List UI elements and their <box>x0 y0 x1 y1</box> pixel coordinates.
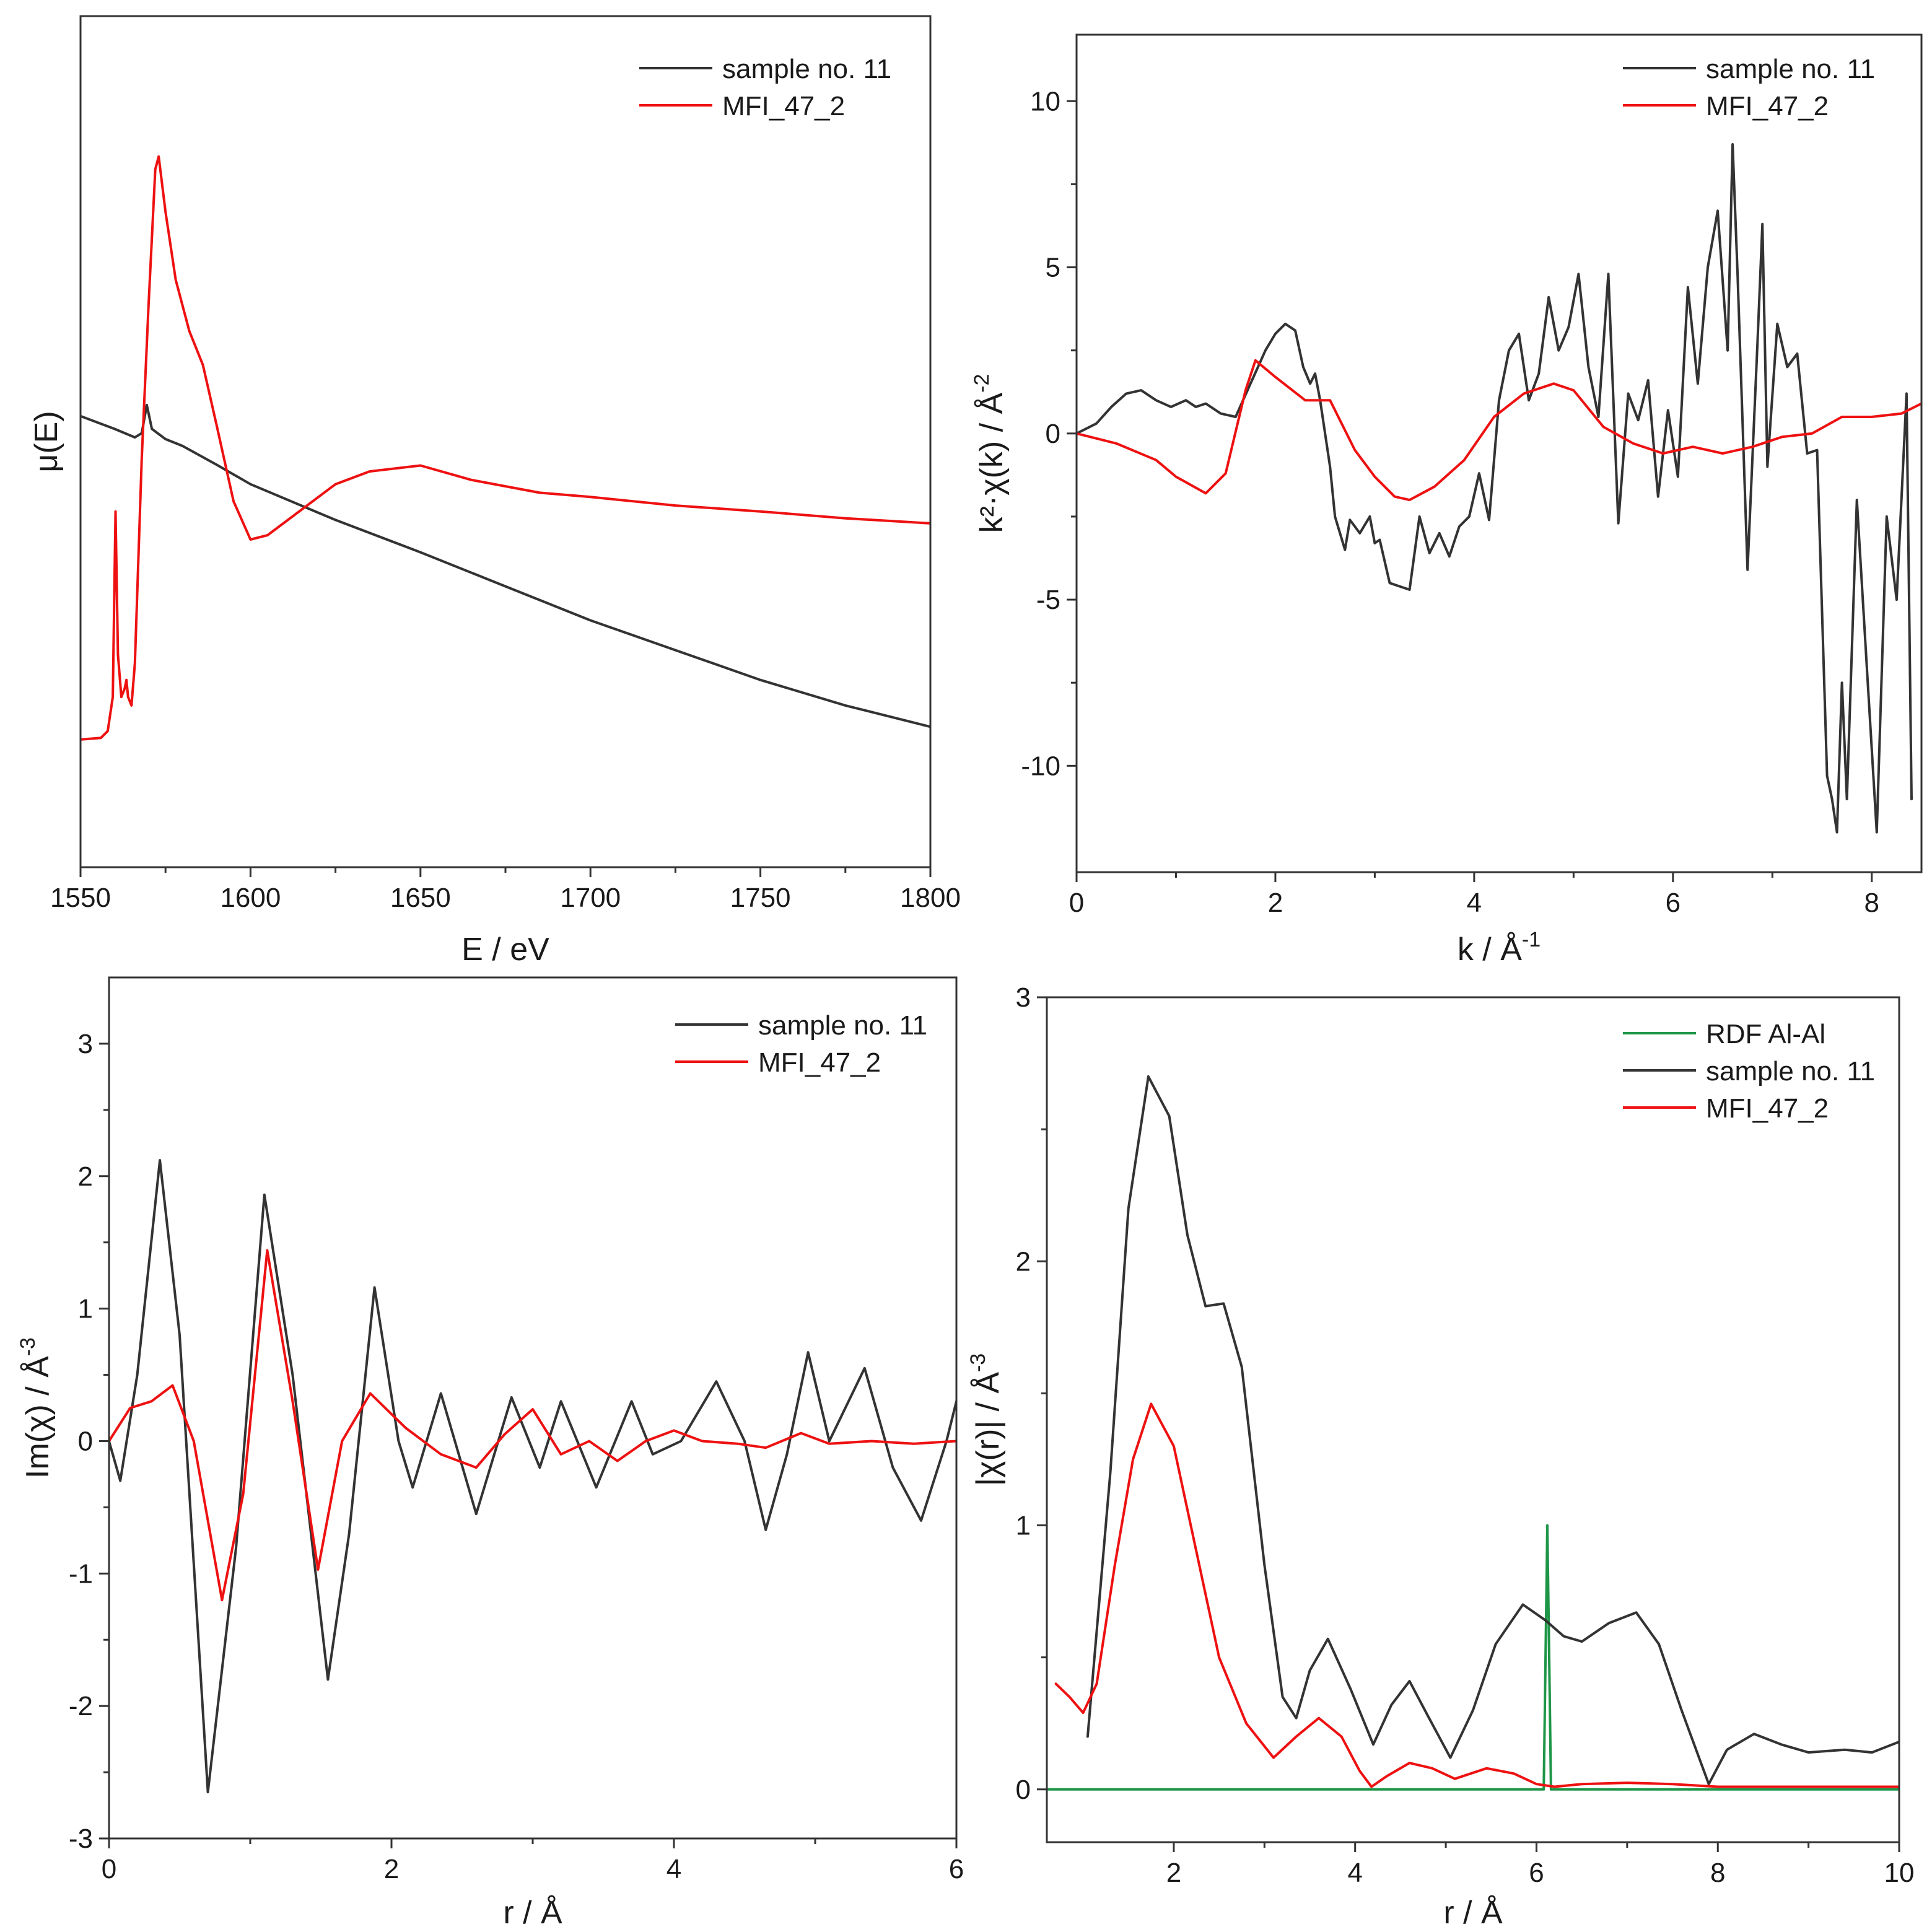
xanes-series-mfi-47-2 <box>81 155 930 741</box>
abs-chi-x-axis-label: r / Å <box>1443 1895 1503 1931</box>
abs-chi-legend-label-sample-no-11: sample no. 11 <box>1706 1056 1875 1086</box>
xanes-series-sample-no-11 <box>81 403 930 728</box>
abs-chi-y-label-main: |χ(r)| / Å <box>970 1372 1006 1487</box>
xanes-x-tick-label: 1800 <box>900 883 961 913</box>
exafs-k-x-axis-label: k / Å-1 <box>1458 928 1541 968</box>
exafs-k-plot-area <box>1077 143 1921 834</box>
exafs-k-x-tick-label: 2 <box>1268 888 1283 918</box>
abs-chi-series-sample-no-11 <box>1086 1075 1899 1786</box>
panel-exafs-k: 0 2 4 6 8 -10 -5 0 5 10 k / Å-1 k²·χ(k) / Å-2 sa… <box>970 33 1923 968</box>
exafs-k-y-ticks: -10 -5 0 5 10 <box>1021 86 1077 781</box>
exafs-k-y-axis-label: k²·χ(k) / Å-2 <box>970 374 1010 533</box>
im-chi-legend-label-sample-no-11: sample no. 11 <box>758 1010 927 1041</box>
im-chi-y-tick-label: 2 <box>78 1161 93 1192</box>
xanes-frame <box>79 15 932 868</box>
exafs-k-legend: sample no. 11 MFI_47_2 <box>1623 54 1875 121</box>
exafs-k-legend-label-mfi-47-2: MFI_47_2 <box>1706 91 1829 121</box>
abs-chi-legend-label-mfi-47-2: MFI_47_2 <box>1706 1093 1829 1124</box>
exafs-k-x-tick-label: 8 <box>1864 888 1879 918</box>
xanes-legend-label-mfi-47-2: MFI_47_2 <box>722 91 845 121</box>
im-chi-legend-label-mfi-47-2: MFI_47_2 <box>758 1047 881 1078</box>
im-chi-y-tick-label: 0 <box>78 1426 93 1456</box>
im-chi-series-sample-no-11 <box>109 1159 956 1794</box>
xanes-x-tick-label: 1600 <box>220 883 281 913</box>
im-chi-x-axis-label: r / Å <box>503 1895 562 1931</box>
exafs-k-y-label-main: k²·χ(k) / Å <box>974 393 1010 533</box>
im-chi-legend: sample no. 11 MFI_47_2 <box>675 1010 927 1078</box>
im-chi-x-tick-label: 6 <box>949 1854 964 1884</box>
exafs-k-y-tick-label: -10 <box>1021 751 1060 781</box>
abs-chi-legend: RDF Al-Al sample no. 11 MFI_47_2 <box>1623 1019 1875 1124</box>
exafs-k-x-label-main: k / Å <box>1458 932 1522 968</box>
exafs-k-y-label-sup: -2 <box>970 374 994 393</box>
xanes-x-tick-label: 1550 <box>50 883 111 913</box>
im-chi-x-tick-label: 4 <box>667 1854 681 1884</box>
im-chi-y-tick-label: -1 <box>69 1558 93 1589</box>
im-chi-y-label-main: Im(χ) / Å <box>20 1356 56 1479</box>
exafs-k-series-sample-no-11 <box>1077 143 1913 834</box>
xanes-x-axis-label: E / eV <box>461 932 549 968</box>
im-chi-y-axis-label: Im(χ) / Å-3 <box>16 1337 56 1479</box>
abs-chi-y-tick-label: 0 <box>1016 1775 1031 1805</box>
abs-chi-x-tick-label: 2 <box>1166 1858 1181 1888</box>
abs-chi-plot-area <box>1047 1075 1899 1791</box>
exafs-k-x-label-sup: -1 <box>1522 928 1541 951</box>
exafs-k-x-tick-label: 6 <box>1666 888 1681 918</box>
im-chi-y-tick-label: 1 <box>78 1294 93 1324</box>
abs-chi-series-rdf-al-al <box>1047 1524 1899 1791</box>
abs-chi-legend-label-rdf-al-al: RDF Al-Al <box>1706 1019 1825 1049</box>
im-chi-x-tick-label: 0 <box>102 1854 116 1884</box>
exafs-k-x-ticks: 0 2 4 6 8 <box>1069 872 1879 918</box>
abs-chi-y-ticks: 0 1 2 3 <box>1016 982 1047 1805</box>
xanes-legend: sample no. 11 MFI_47_2 <box>639 54 891 121</box>
abs-chi-x-tick-label: 4 <box>1347 1858 1362 1888</box>
im-chi-y-label-sup: -3 <box>16 1337 40 1356</box>
abs-chi-x-ticks: 2 4 6 8 10 <box>1166 1842 1915 1888</box>
xanes-x-tick-label: 1650 <box>390 883 451 913</box>
abs-chi-x-tick-label: 6 <box>1529 1858 1544 1888</box>
panel-abs-chi: 2 4 6 8 10 0 1 2 3 r / Å |χ(r)| / Å-3 RDF Al-Al… <box>966 982 1914 1931</box>
im-chi-y-ticks: -3 -2 -1 0 1 2 3 <box>69 1029 109 1854</box>
xanes-legend-label-sample-no-11: sample no. 11 <box>722 54 891 84</box>
abs-chi-y-label-sup: -3 <box>966 1353 990 1372</box>
im-chi-x-ticks: 0 2 4 6 <box>102 1838 964 1884</box>
abs-chi-frame <box>1046 996 1900 1843</box>
xanes-x-tick-label: 1750 <box>730 883 791 913</box>
panel-xanes: 1550 1600 1650 1700 1750 1800 E / eV μ(E) sam… <box>28 15 961 968</box>
abs-chi-y-tick-label: 3 <box>1016 982 1031 1013</box>
exafs-k-x-tick-label: 0 <box>1069 888 1084 918</box>
exafs-k-y-tick-label: 10 <box>1030 86 1060 116</box>
xanes-x-ticks: 1550 1600 1650 1700 1750 1800 <box>50 867 961 913</box>
xanes-y-axis-label: μ(E) <box>28 411 64 472</box>
exafs-k-series-mfi-47-2 <box>1077 359 1921 502</box>
im-chi-y-tick-label: -2 <box>69 1691 93 1721</box>
im-chi-frame <box>108 976 958 1840</box>
im-chi-y-tick-label: -3 <box>69 1824 93 1854</box>
abs-chi-x-tick-label: 10 <box>1884 1858 1915 1888</box>
abs-chi-y-tick-label: 1 <box>1016 1511 1031 1541</box>
exafs-k-frame <box>1075 33 1923 873</box>
exafs-k-x-tick-label: 4 <box>1467 888 1482 918</box>
xanes-x-tick-label: 1700 <box>560 883 621 913</box>
exafs-k-legend-label-sample-no-11: sample no. 11 <box>1706 54 1875 84</box>
abs-chi-y-tick-label: 2 <box>1016 1246 1031 1277</box>
im-chi-series-mfi-47-2 <box>109 1249 956 1602</box>
exafs-k-y-tick-label: 5 <box>1046 253 1060 283</box>
im-chi-y-tick-label: 3 <box>78 1029 93 1059</box>
abs-chi-y-axis-label: |χ(r)| / Å-3 <box>966 1353 1006 1487</box>
exafs-k-y-tick-label: 0 <box>1046 419 1060 449</box>
im-chi-x-tick-label: 2 <box>384 1854 399 1884</box>
abs-chi-x-tick-label: 8 <box>1710 1858 1725 1888</box>
xanes-plot-area <box>81 155 930 741</box>
exafs-k-y-tick-label: -5 <box>1036 585 1060 615</box>
abs-chi-series-mfi-47-2 <box>1054 1402 1899 1788</box>
im-chi-plot-area <box>109 1159 956 1794</box>
